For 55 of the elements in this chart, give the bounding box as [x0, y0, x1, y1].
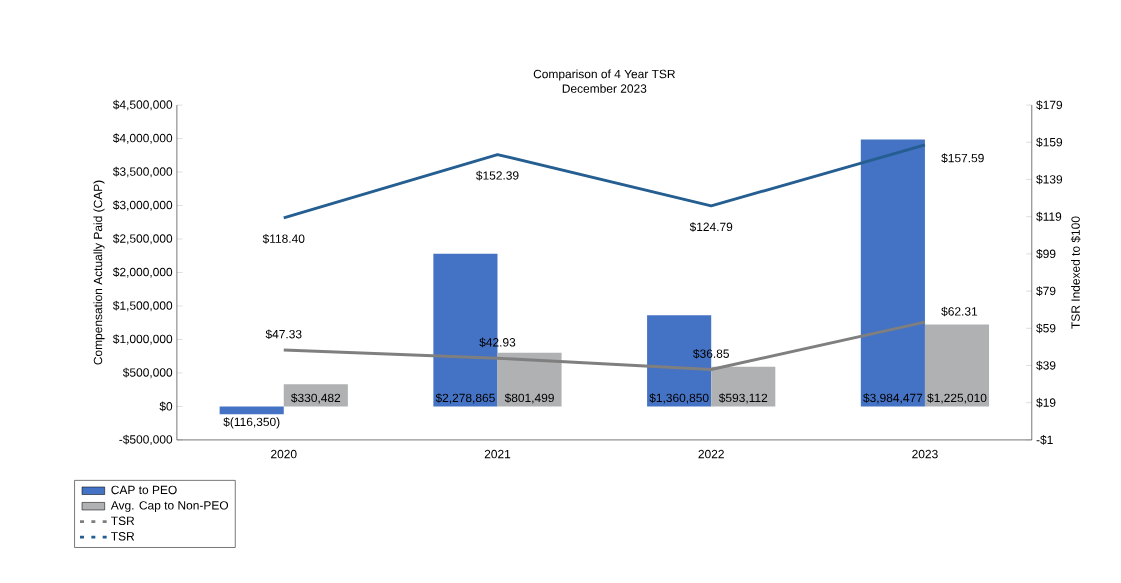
data-label: $801,499 — [504, 393, 554, 404]
data-label: $1,360,850 — [649, 393, 709, 404]
y-tick-label: $4,000,000 — [112, 133, 173, 144]
data-label: $2,278,865 — [435, 393, 495, 404]
y-tick-label: $4,500,000 — [112, 99, 173, 111]
y-tick-label: $3,000,000 — [112, 200, 173, 211]
y2-axis-title: TSR Indexed to $100 — [1070, 216, 1081, 329]
bar — [924, 324, 990, 407]
y2-tick-label: $19 — [1036, 397, 1056, 408]
y-tick-label: $3,500,000 — [112, 166, 173, 178]
legend-label: Avg. Cap to Non-PEO — [110, 501, 229, 513]
y-tick-label: -$500,000 — [119, 434, 173, 446]
bar — [219, 406, 284, 415]
bar — [860, 139, 925, 407]
y-axis-title: Compensation Actually Paid (CAP) — [93, 180, 105, 365]
chart-title: Comparison of 4 Year TSR — [533, 69, 675, 81]
y-tick-label: $1,000,000 — [112, 334, 173, 345]
data-label: $3,984,477 — [863, 393, 923, 404]
x-tick-label: 2021 — [484, 449, 511, 459]
y-tick-label: $500,000 — [122, 367, 173, 379]
x-tick-label: 2022 — [698, 449, 724, 459]
x-tick-label: 2020 — [271, 449, 297, 459]
legend-label: TSR — [111, 532, 135, 541]
y2-tick-label: $59 — [1036, 323, 1056, 334]
y-tick-label: $0 — [159, 401, 173, 412]
y2-tick-label: $39 — [1036, 360, 1056, 371]
y2-tick-label: $119 — [1036, 211, 1062, 222]
data-label: $118.40 — [262, 234, 305, 244]
legend-label: CAP to PEO — [111, 485, 177, 495]
data-label: $(116,350) — [223, 417, 280, 429]
data-label: $157.59 — [941, 153, 984, 164]
y-tick-label: $2,000,000 — [112, 267, 173, 278]
y2-tick-label: $99 — [1036, 249, 1056, 259]
y2-tick-label: $79 — [1036, 286, 1056, 297]
y2-tick-label: $139 — [1036, 174, 1063, 185]
data-label: $62.31 — [941, 306, 978, 317]
data-label: $36.85 — [693, 349, 729, 359]
data-label: $152.39 — [476, 170, 519, 181]
x-tick-label: 2023 — [912, 449, 938, 459]
y2-tick-label: $179 — [1036, 100, 1063, 111]
bar — [497, 352, 562, 407]
data-label: $47.33 — [265, 329, 302, 340]
data-label: $330,482 — [291, 393, 341, 404]
data-label: $124.79 — [689, 222, 733, 232]
bar — [711, 366, 776, 407]
data-label: $1,225,010 — [927, 393, 987, 404]
legend-label: TSR — [111, 516, 135, 526]
chart-subtitle: December 2023 — [562, 84, 647, 93]
data-label: $42.93 — [479, 337, 516, 348]
y-tick-label: $2,500,000 — [112, 233, 173, 245]
y2-tick-label: $159 — [1036, 137, 1063, 148]
y-tick-label: $1,500,000 — [112, 300, 173, 312]
y2-tick-label: -$1 — [1036, 435, 1053, 445]
data-label: $593,112 — [718, 393, 768, 404]
line-series — [282, 143, 927, 220]
